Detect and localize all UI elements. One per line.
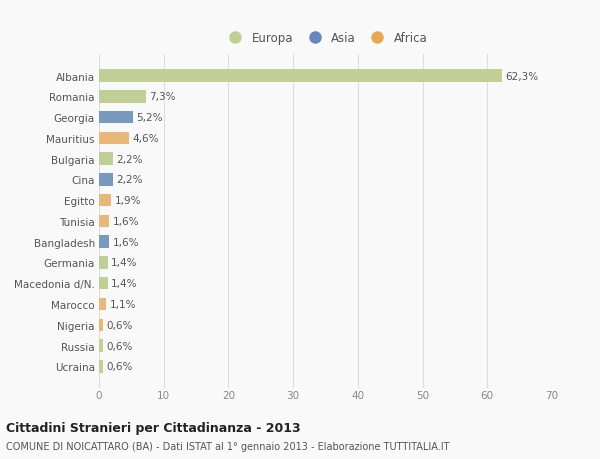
Bar bbox=[99, 153, 113, 166]
Text: 1,9%: 1,9% bbox=[115, 196, 141, 206]
Text: 2,2%: 2,2% bbox=[116, 175, 143, 185]
Text: 7,3%: 7,3% bbox=[149, 92, 176, 102]
Bar bbox=[99, 112, 133, 124]
Text: 1,6%: 1,6% bbox=[113, 237, 139, 247]
Text: 1,6%: 1,6% bbox=[113, 217, 139, 226]
Bar bbox=[99, 319, 103, 331]
Bar bbox=[99, 277, 108, 290]
Bar bbox=[99, 257, 108, 269]
Bar bbox=[99, 298, 106, 311]
Bar bbox=[99, 340, 103, 352]
Text: 2,2%: 2,2% bbox=[116, 154, 143, 164]
Legend: Europa, Asia, Africa: Europa, Asia, Africa bbox=[219, 28, 432, 50]
Text: 0,6%: 0,6% bbox=[106, 341, 133, 351]
Text: COMUNE DI NOICATTARO (BA) - Dati ISTAT al 1° gennaio 2013 - Elaborazione TUTTITA: COMUNE DI NOICATTARO (BA) - Dati ISTAT a… bbox=[6, 441, 449, 451]
Bar bbox=[99, 132, 129, 145]
Text: Cittadini Stranieri per Cittadinanza - 2013: Cittadini Stranieri per Cittadinanza - 2… bbox=[6, 421, 301, 434]
Bar bbox=[99, 360, 103, 373]
Bar bbox=[99, 195, 111, 207]
Text: 1,4%: 1,4% bbox=[111, 258, 138, 268]
Text: 62,3%: 62,3% bbox=[505, 72, 539, 81]
Bar bbox=[99, 174, 113, 186]
Text: 5,2%: 5,2% bbox=[136, 113, 163, 123]
Text: 1,1%: 1,1% bbox=[109, 299, 136, 309]
Text: 1,4%: 1,4% bbox=[111, 279, 138, 289]
Bar bbox=[99, 70, 502, 83]
Text: 0,6%: 0,6% bbox=[106, 320, 133, 330]
Bar bbox=[99, 91, 146, 103]
Bar bbox=[99, 215, 109, 228]
Text: 0,6%: 0,6% bbox=[106, 362, 133, 371]
Text: 4,6%: 4,6% bbox=[132, 134, 158, 144]
Bar bbox=[99, 236, 109, 248]
